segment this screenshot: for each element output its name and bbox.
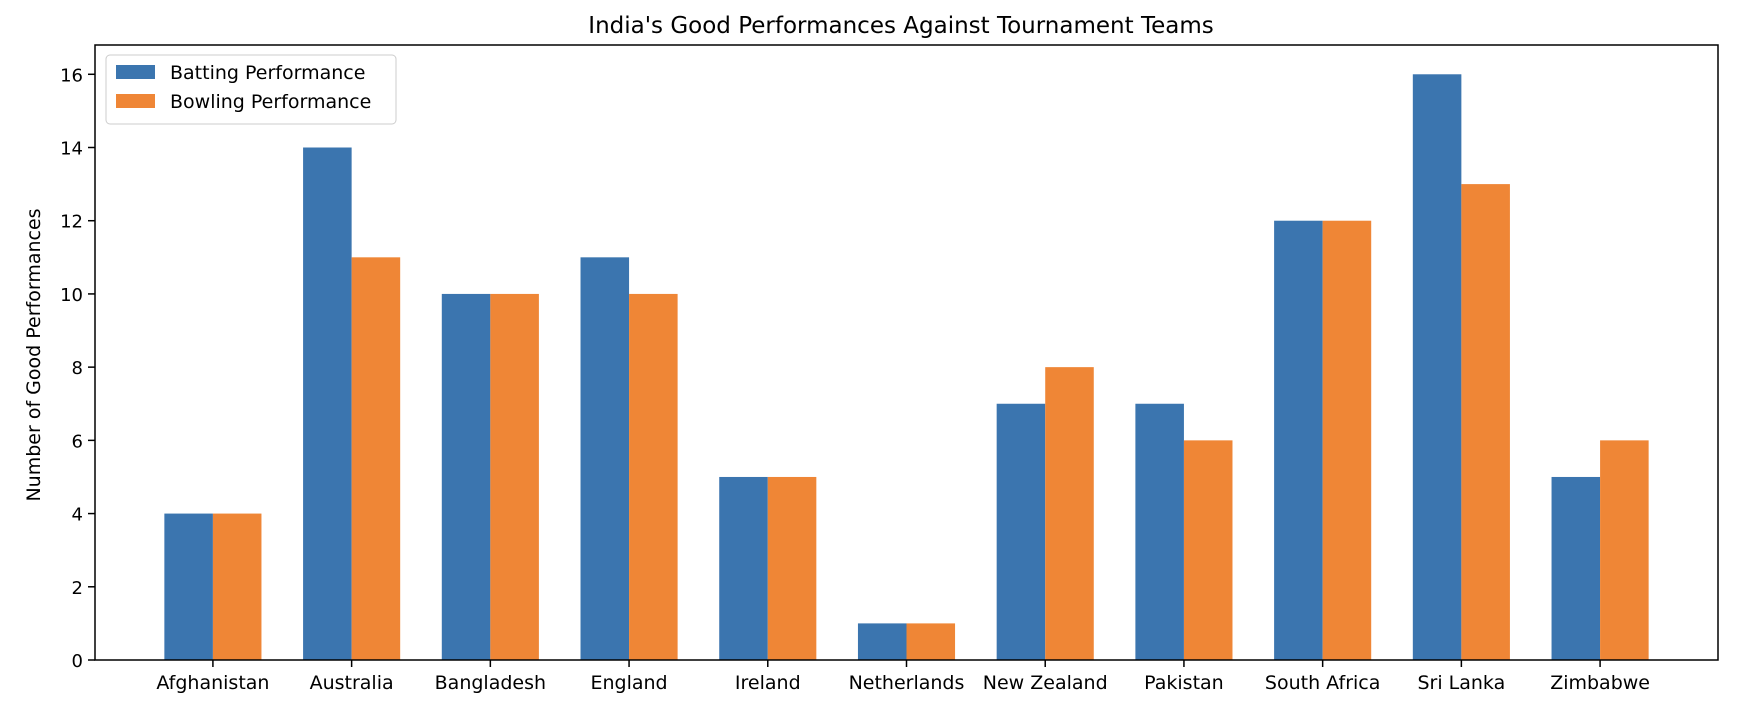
bar-bowling-new-zealand (1045, 367, 1094, 660)
bar-bowling-england (629, 293, 678, 660)
bar-batting-australia (303, 147, 352, 660)
legend: Batting Performance Bowling Performance (105, 54, 397, 125)
chart-title: India's Good Performances Against Tourna… (588, 13, 1213, 39)
y-tick-label: 8 (72, 358, 83, 379)
x-tick-label: Pakistan (1144, 672, 1224, 694)
bar-bowling-australia (351, 257, 401, 660)
bar-batting-ireland (719, 476, 768, 660)
x-tick-label: Netherlands (849, 672, 965, 694)
x-tick-label: Australia (310, 672, 394, 694)
bar-bowling-ireland (767, 476, 817, 660)
y-axis-label: Number of Good Performances (23, 208, 45, 501)
bar-batting-netherlands (857, 623, 907, 660)
bar-batting-south-africa (1274, 220, 1323, 660)
y-tick-label: 4 (72, 505, 83, 526)
y-axis: 0 2 4 6 8 10 12 14 16 (60, 65, 95, 672)
y-tick-label: 2 (72, 578, 83, 599)
x-tick-label: England (590, 672, 667, 694)
bar-bowling-zimbabwe (1600, 440, 1649, 660)
y-tick-label: 12 (60, 212, 83, 233)
x-tick-label: Bangladesh (435, 672, 546, 694)
plot-frame (94, 44, 1719, 661)
y-tick-label: 14 (60, 139, 83, 160)
bar-bowling-pakistan (1183, 440, 1233, 660)
x-axis: Afghanistan Australia Bangladesh England Ire… (156, 660, 1650, 694)
bar-bowling-bangladesh (490, 293, 539, 660)
bar-bowling-afghanistan (212, 513, 262, 660)
x-tick-label: South Africa (1265, 672, 1380, 694)
bar-batting-england (580, 257, 630, 660)
y-tick-label: 10 (60, 285, 83, 306)
bars-group (164, 74, 1649, 661)
bar-bowling-south-africa (1322, 220, 1372, 660)
bar-batting-bangladesh (441, 293, 491, 660)
legend-label-batting: Batting Performance (170, 62, 365, 84)
y-tick-label: 0 (72, 651, 83, 672)
bar-batting-afghanistan (164, 513, 213, 660)
x-tick-label: New Zealand (983, 672, 1108, 694)
x-tick-label: Afghanistan (156, 672, 269, 694)
bar-batting-zimbabwe (1551, 476, 1601, 660)
bar-batting-sri-lanka (1412, 74, 1462, 661)
bar-bowling-sri-lanka (1461, 184, 1510, 660)
bar-batting-new-zealand (996, 403, 1046, 660)
y-tick-label: 6 (72, 431, 83, 452)
legend-label-bowling: Bowling Performance (170, 91, 371, 113)
bar-bowling-netherlands (906, 623, 956, 660)
bar-batting-pakistan (1135, 403, 1184, 660)
x-tick-label: Ireland (735, 672, 801, 694)
x-tick-label: Sri Lanka (1417, 672, 1505, 694)
x-tick-label: Zimbabwe (1550, 672, 1650, 694)
legend-swatch-batting (116, 65, 155, 79)
y-tick-label: 16 (60, 65, 83, 86)
legend-swatch-bowling (116, 94, 155, 108)
legend-box (105, 54, 397, 125)
